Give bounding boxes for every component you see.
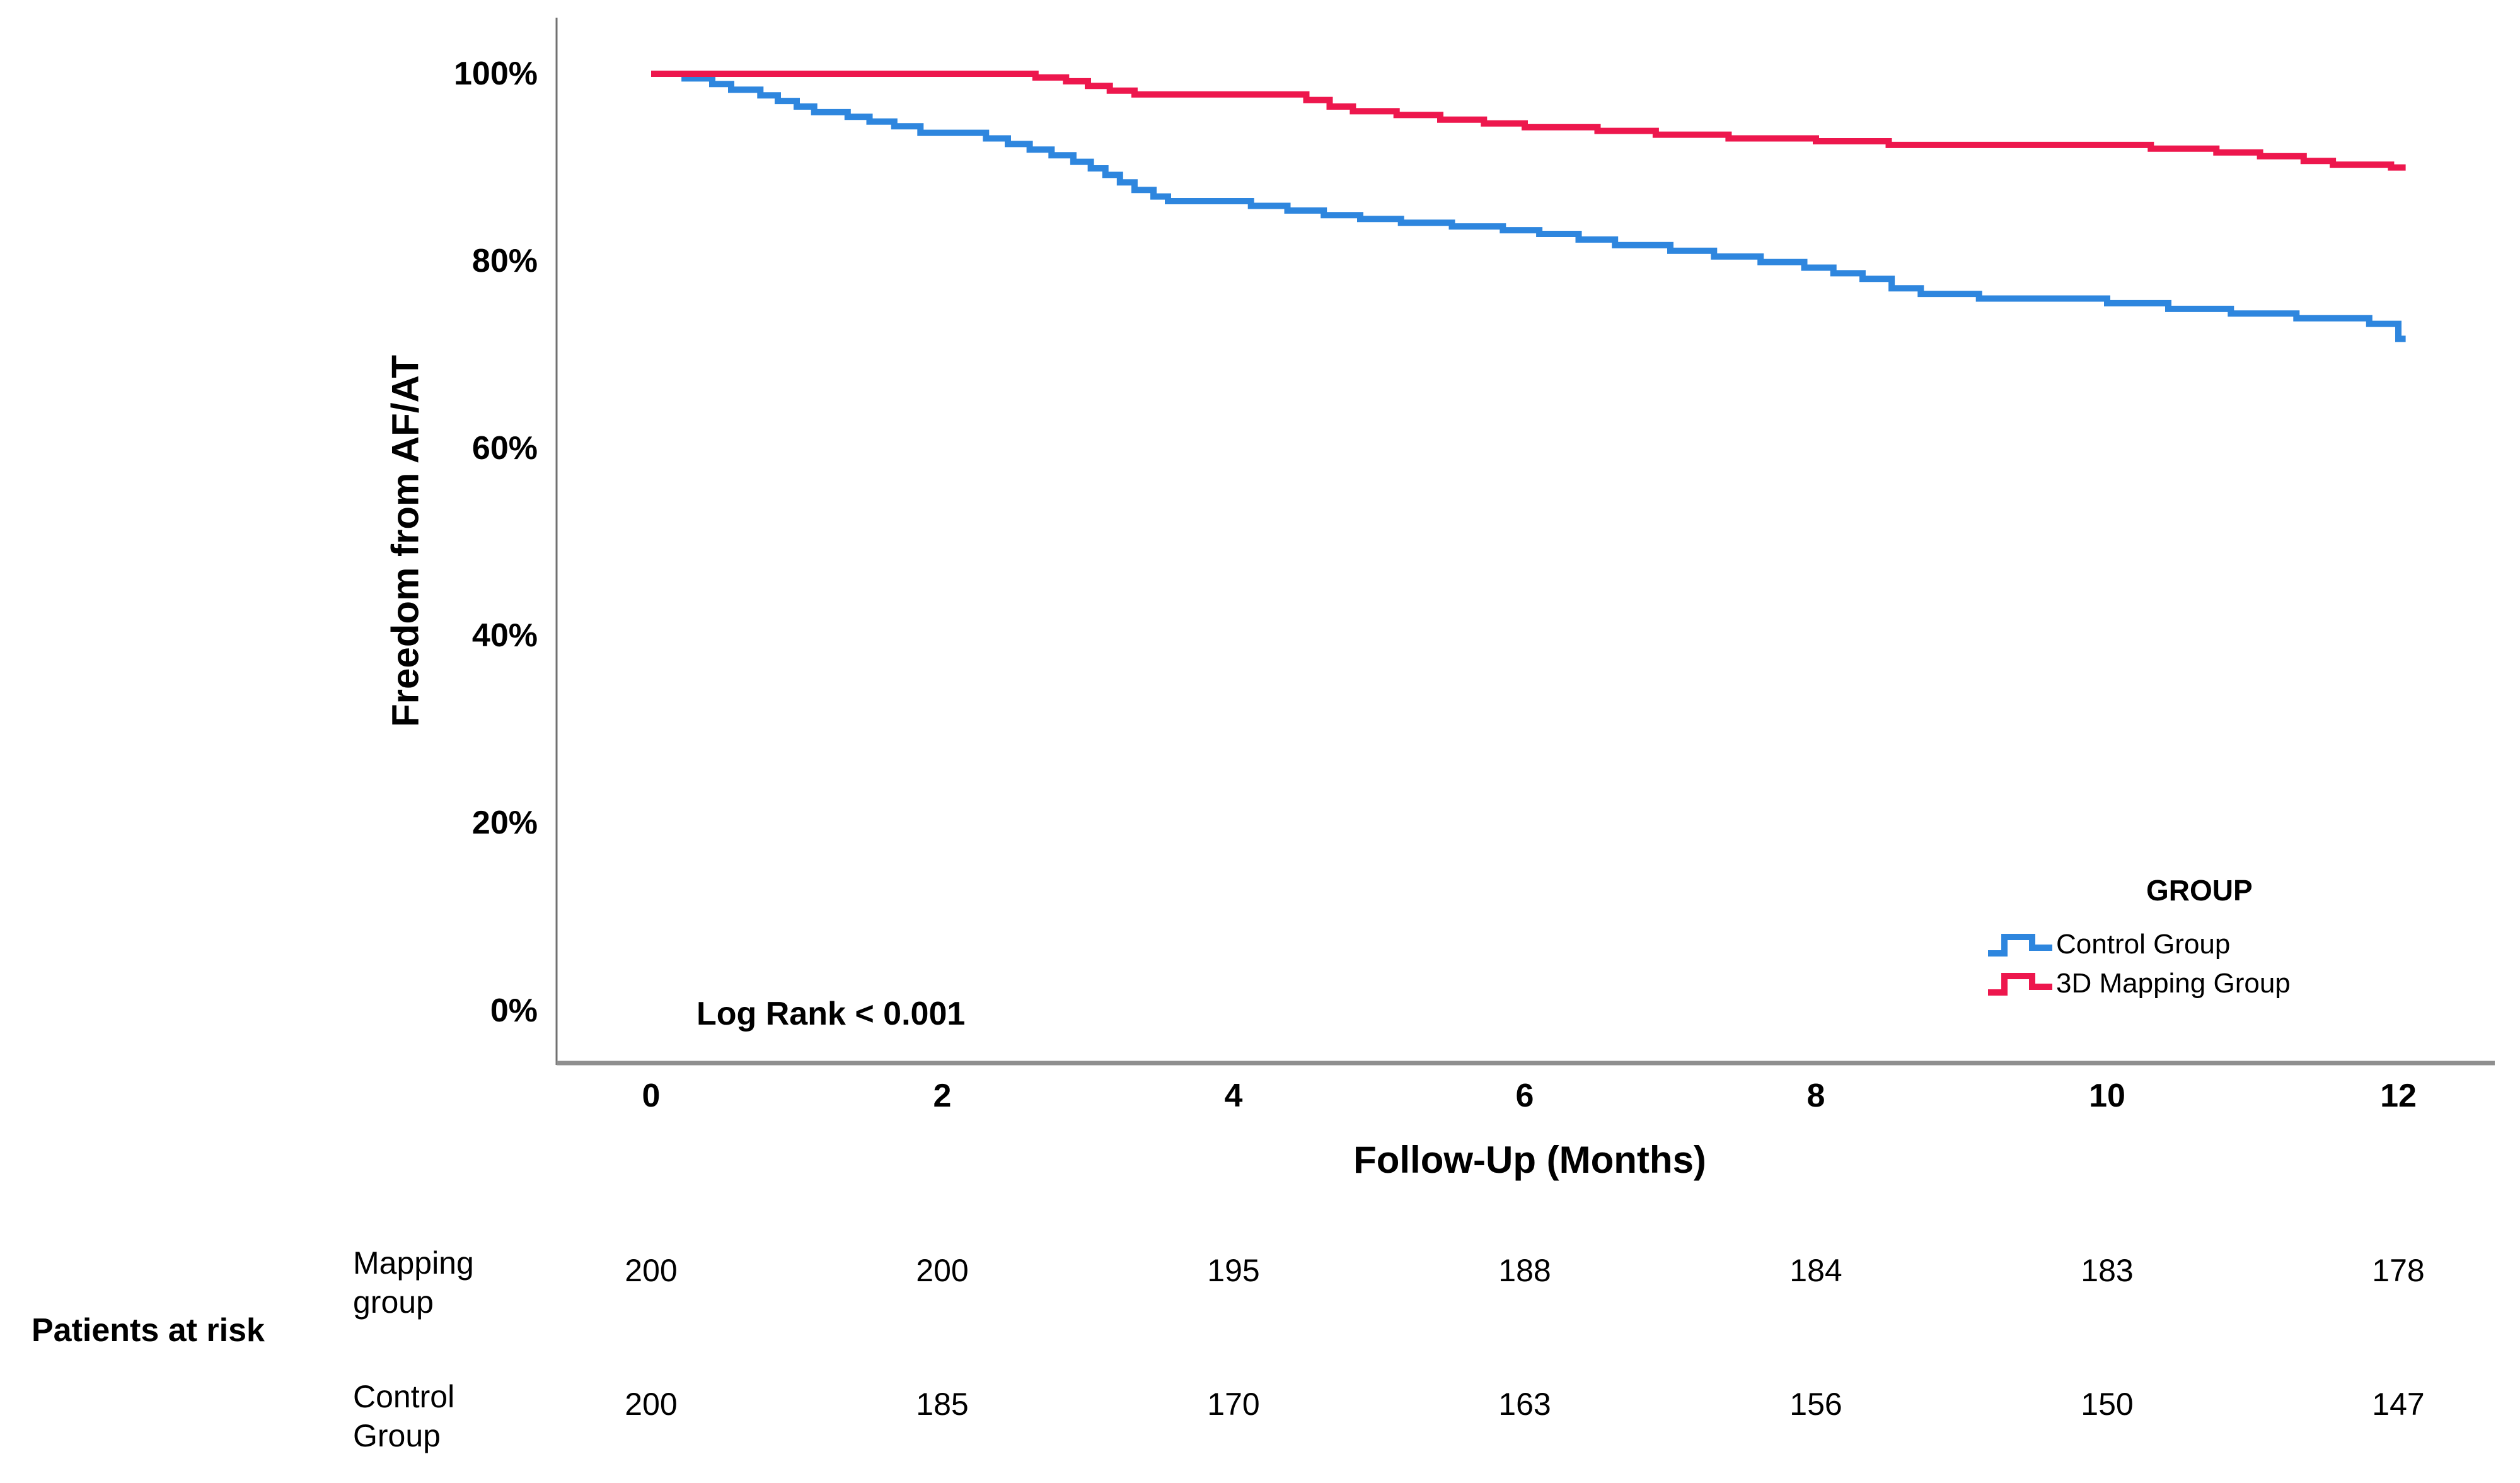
x-tick-label: 10	[2089, 1078, 2125, 1114]
km-step-icon	[1988, 934, 2052, 957]
legend-title: GROUP	[2146, 874, 2253, 907]
legend: GROUP Control Group 3D Mapping Group	[1985, 873, 2427, 1003]
risk-value: 200	[916, 1253, 969, 1288]
survival-curves	[651, 71, 2406, 342]
risk-value: 150	[2081, 1387, 2134, 1422]
x-tick-label: 2	[933, 1078, 952, 1114]
risk-value: 185	[916, 1387, 969, 1422]
risk-row-label-control: Control Group	[353, 1379, 455, 1453]
patients-at-risk-label: Patients at risk	[32, 1312, 265, 1349]
risk-value: 163	[1498, 1387, 1551, 1422]
survival-curve-3d-mapping-group	[651, 71, 2406, 171]
risk-value: 188	[1498, 1253, 1551, 1288]
log-rank-annotation: Log Rank < 0.001	[696, 996, 966, 1032]
risk-value: 170	[1207, 1387, 1260, 1422]
risk-value: 195	[1207, 1253, 1260, 1288]
legend-entry: Control Group	[1985, 925, 2427, 964]
y-tick-label: 60%	[471, 430, 538, 467]
legend-entry-label: Control Group	[2056, 929, 2231, 960]
risk-row-label-mapping: Mapping group	[353, 1245, 474, 1320]
y-axis-title: Freedom from AF/AT	[384, 354, 427, 728]
y-tick-label: 0%	[490, 992, 538, 1029]
y-tick-label: 20%	[471, 805, 538, 842]
x-tick-label: 4	[1224, 1078, 1243, 1114]
x-tick-label: 12	[2380, 1078, 2417, 1114]
km-step-icon	[1988, 973, 2052, 996]
survival-curve-control-group	[651, 71, 2406, 342]
legend-entry-label: 3D Mapping Group	[2056, 968, 2291, 999]
legend-entries: Control Group 3D Mapping Group	[1985, 925, 2427, 1003]
legend-entry: 3D Mapping Group	[1985, 964, 2427, 1003]
x-tick-label: 8	[1806, 1078, 1825, 1114]
risk-value: 200	[625, 1387, 678, 1422]
risk-value: 147	[2372, 1387, 2425, 1422]
risk-value: 178	[2372, 1253, 2425, 1288]
risk-value: 183	[2081, 1253, 2134, 1288]
x-tick-label: 0	[642, 1078, 661, 1114]
y-tick-label: 100%	[454, 55, 538, 92]
y-tick-label: 80%	[471, 243, 538, 280]
x-axis-title: Follow-Up (Months)	[1353, 1139, 1706, 1181]
risk-value: 184	[1789, 1253, 1842, 1288]
risk-value: 200	[625, 1253, 678, 1288]
x-tick-label: 6	[1515, 1078, 1534, 1114]
risk-value: 156	[1789, 1387, 1842, 1422]
y-tick-label: 40%	[471, 617, 538, 654]
